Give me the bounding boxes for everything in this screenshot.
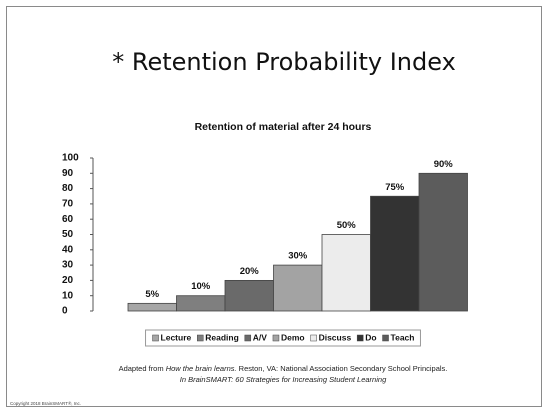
legend-label: Do xyxy=(365,332,376,342)
legend-label: Teach xyxy=(391,332,415,342)
legend-swatch xyxy=(152,334,159,342)
legend-label: Reading xyxy=(205,332,239,342)
y-tick-label: 30 xyxy=(62,260,74,271)
source-line-2: In BrainSMART: 60 Strategies for Increas… xyxy=(180,375,387,384)
legend-swatch xyxy=(382,334,389,342)
copyright: Copyright 2018 BrainSMART®, Inc. xyxy=(10,400,81,406)
legend-box xyxy=(145,329,421,347)
data-label: 20% xyxy=(240,266,260,277)
chart-title: Retention of material after 24 hours xyxy=(195,121,372,133)
y-tick-label: 10 xyxy=(62,290,74,301)
legend-swatch xyxy=(244,334,252,342)
y-tick-label: 80 xyxy=(62,183,74,194)
slide-title: * Retention Probability Index xyxy=(112,48,456,76)
legend-label: Demo xyxy=(281,332,305,342)
bar xyxy=(176,295,226,312)
source-book: How the brain learns. xyxy=(166,364,237,373)
legend-swatch xyxy=(310,334,317,342)
legend-swatch xyxy=(272,334,280,342)
y-tick-label: 90 xyxy=(62,168,74,179)
legend-label: Lecture xyxy=(161,332,192,342)
bar xyxy=(321,234,371,312)
data-label: 90% xyxy=(434,159,454,170)
data-label: 75% xyxy=(385,182,405,193)
bar xyxy=(370,195,420,312)
bar xyxy=(127,302,177,312)
y-tick-label: 100 xyxy=(62,153,79,164)
data-label: 30% xyxy=(288,251,308,262)
y-tick-label: 50 xyxy=(62,229,74,240)
source-line: Adapted from How the brain learns. Resto… xyxy=(119,364,448,373)
data-label: 10% xyxy=(191,281,211,292)
source-prefix: Adapted from xyxy=(119,364,164,373)
y-tick-label: 60 xyxy=(62,214,74,225)
y-tick-label: 0 xyxy=(62,306,68,317)
data-label: 50% xyxy=(337,220,357,231)
data-label: 5% xyxy=(145,289,159,300)
bar xyxy=(418,172,468,312)
legend-label: Discuss xyxy=(319,332,352,342)
source-rest: Reston, VA: National Association Seconda… xyxy=(239,364,448,373)
y-tick-label: 70 xyxy=(62,199,74,210)
legend-swatch xyxy=(197,334,204,342)
y-tick-label: 40 xyxy=(62,244,74,255)
legend-swatch xyxy=(356,334,364,342)
bar xyxy=(224,279,274,312)
y-tick-label: 20 xyxy=(62,275,74,286)
legend-label: A/V xyxy=(253,332,268,342)
bar xyxy=(273,264,323,312)
